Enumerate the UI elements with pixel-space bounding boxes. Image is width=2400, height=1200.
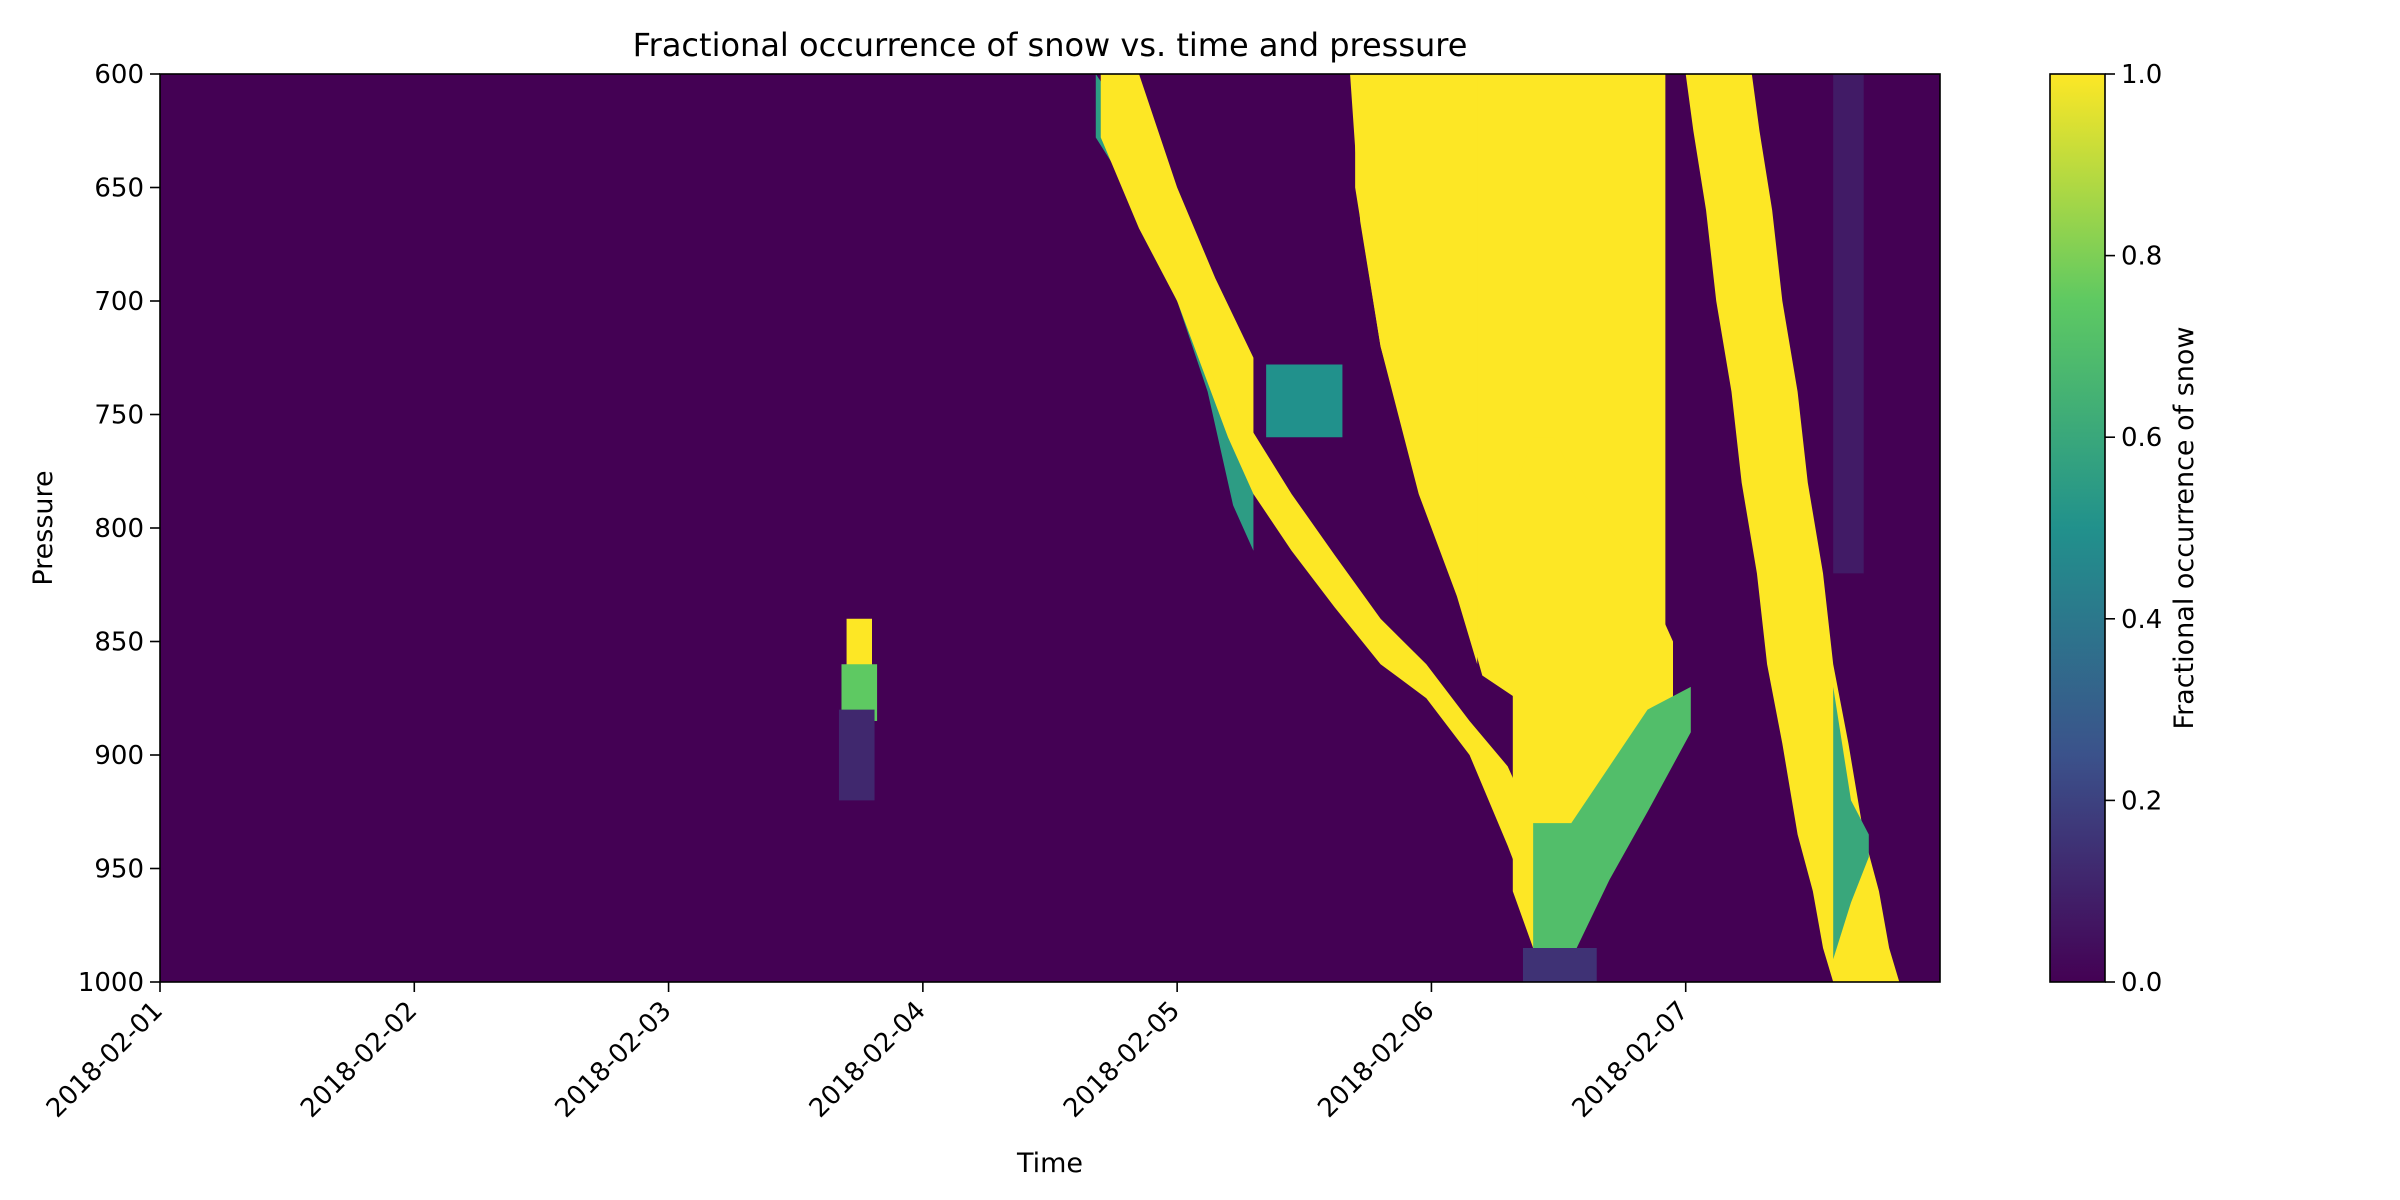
y-tick-label: 600 <box>94 60 144 90</box>
x-tick-label: 2018-02-07 <box>1567 996 1695 1124</box>
colorbar-tick-label: 0.0 <box>2121 968 2162 998</box>
x-tick-label: 2018-02-06 <box>1312 996 1440 1124</box>
plot-area <box>159 73 1941 983</box>
heatmap-region-band-a-right <box>1100 74 1254 438</box>
x-tick-label: 2018-02-04 <box>804 996 932 1124</box>
colorbar-tick-label: 1.0 <box>2121 60 2162 90</box>
heatmap-region-bulge-tail <box>1522 947 1597 982</box>
colorbar-tick-label: 0.8 <box>2121 242 2162 272</box>
heatmap-region-band-c-fringe <box>1833 686 1869 960</box>
x-tick-label: 2018-02-05 <box>1058 996 1186 1124</box>
y-tick-label: 1000 <box>78 968 144 998</box>
y-tick-label: 900 <box>94 741 144 771</box>
y-axis-label: Pressure <box>28 470 59 585</box>
x-axis: 2018-02-01 2018-02-02 2018-02-03 2018-02-04… <box>41 982 1695 1124</box>
x-axis-label: Time <box>1016 1148 1083 1179</box>
heatmap-region-bulge-fringe <box>1533 686 1691 960</box>
y-axis: 600 650 700 750 800 850 900 950 1000 <box>78 60 160 998</box>
colorbar-ticks: 0.0 0.2 0.4 0.6 0.8 1.0 <box>2105 60 2162 998</box>
colorbar: 0.0 0.2 0.4 0.6 0.8 1.0 Fractional occurrence… <box>2049 60 2200 998</box>
heatmap-region-connector-750 <box>1266 364 1343 438</box>
x-tick-label: 2018-02-01 <box>41 996 169 1124</box>
x-tick-label: 2018-02-02 <box>295 996 423 1124</box>
y-tick-label: 700 <box>94 287 144 317</box>
colorbar-label: Fractional occurrence of snow <box>2169 326 2200 729</box>
y-tick-label: 650 <box>94 174 144 204</box>
heatmap-region-band-c <box>1685 74 1900 982</box>
y-tick-label: 750 <box>94 401 144 431</box>
chart-title: Fractional occurrence of snow vs. time a… <box>633 26 1468 64</box>
x-tick-label: 2018-02-03 <box>549 996 677 1124</box>
heatmap-region-faint-streak <box>1833 74 1864 574</box>
heatmap-region-event-1-halo <box>841 664 878 721</box>
plot-background <box>160 74 1940 982</box>
y-tick-label: 850 <box>94 628 144 658</box>
colorbar-tick-label: 0.4 <box>2121 605 2162 635</box>
heatmap-region-band-b-yellow <box>1355 74 1478 665</box>
colorbar-tick-label: 0.6 <box>2121 423 2162 453</box>
colorbar-tick-label: 0.2 <box>2121 786 2162 816</box>
heatmap-region-event-1-core <box>846 618 872 676</box>
y-tick-label: 800 <box>94 514 144 544</box>
colorbar-gradient <box>2049 73 2106 983</box>
y-tick-label: 950 <box>94 855 144 885</box>
heatmap-region-event-1-tail <box>838 709 875 801</box>
